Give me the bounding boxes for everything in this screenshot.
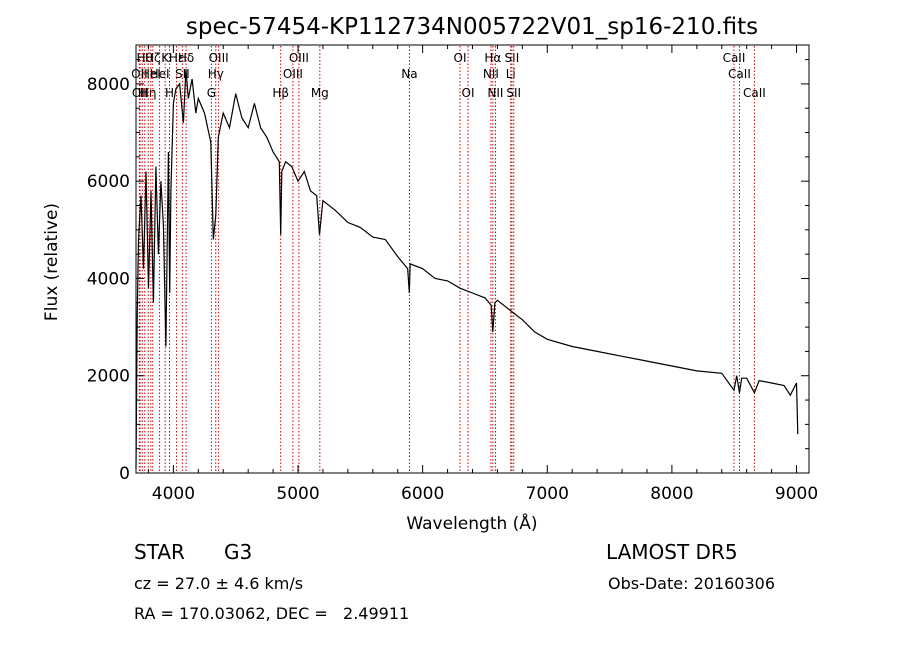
line-marker-label: NII <box>487 86 503 100</box>
line-marker-label: HeI <box>150 67 170 81</box>
line-marker-label: Hη <box>140 86 157 100</box>
line-marker-label: OIII <box>289 51 309 65</box>
line-marker-label: OIII <box>209 51 229 65</box>
axes: 4000 5000 6000 7000 8000 9000 0 2000 4000 6000 800… <box>87 45 818 504</box>
line-marker-label: OIII <box>283 67 303 81</box>
line-marker-label: CaII <box>728 67 751 81</box>
line-marker-label: SII <box>505 51 520 65</box>
line-marker-label: Li <box>506 67 516 81</box>
line-marker-label: K <box>161 51 170 65</box>
line-marker-label: OII <box>131 67 148 81</box>
x-tick-label: 5000 <box>276 484 319 504</box>
chart-title: spec-57454-KP112734N005722V01_sp16-210.f… <box>186 14 758 40</box>
object-class: STAR <box>134 540 185 564</box>
x-tick-label: 7000 <box>526 484 569 504</box>
line-marker-label: H <box>165 86 174 100</box>
y-tick-label: 2000 <box>87 367 130 387</box>
line-marker-label: NII <box>483 67 499 81</box>
y-axis-label: Flux (relative) <box>42 203 62 321</box>
line-marker-label: SII <box>175 67 190 81</box>
y-tick-label: 6000 <box>87 172 130 192</box>
line-marker-label: Hδ <box>178 51 194 65</box>
spectrum-line <box>135 69 799 469</box>
obs-date: Obs-Date: 20160306 <box>608 574 776 593</box>
line-marker-label: OI <box>454 51 467 65</box>
line-marker-label: CaII <box>723 51 746 65</box>
x-tick-label: 6000 <box>401 484 444 504</box>
line-marker-label: H <box>138 86 147 100</box>
redshift-readout: cz = 27.0 ± 4.6 km/s <box>134 574 304 593</box>
line-marker-label: Mg <box>311 86 329 100</box>
x-tick-label: 8000 <box>650 484 693 504</box>
line-marker-label: Hε <box>169 51 185 65</box>
line-markers: OIIOIIHHθHηHeIHζHeIKHHεSIIHδGHγOIIIHβOII… <box>131 46 766 472</box>
line-marker-label: Na <box>401 67 417 81</box>
line-marker-label: Hγ <box>208 67 224 81</box>
x-axis-label: Wavelength (Å) <box>406 512 537 534</box>
survey-name: LAMOST DR5 <box>606 540 738 564</box>
line-marker-label: G <box>207 86 216 100</box>
line-marker-label: HeI <box>141 67 161 81</box>
line-marker-label: CaII <box>743 86 766 100</box>
line-marker-label: Hβ <box>272 86 289 100</box>
y-tick-label: 4000 <box>87 269 130 289</box>
line-marker-label: SII <box>506 86 521 100</box>
plot-frame <box>135 44 810 474</box>
object-subclass: G3 <box>224 540 253 564</box>
y-tick-label: 8000 <box>87 75 130 95</box>
coordinates: RA = 170.03062, DEC = 2.49911 <box>134 604 410 623</box>
line-marker-label: OI <box>462 86 475 100</box>
x-tick-label: 4000 <box>152 484 195 504</box>
line-marker-label: Hζ <box>145 51 161 65</box>
x-tick-label: 9000 <box>775 484 818 504</box>
y-tick-label: 0 <box>119 464 130 484</box>
line-marker-label: Hθ <box>137 51 153 65</box>
line-marker-label: Hα <box>484 51 501 65</box>
